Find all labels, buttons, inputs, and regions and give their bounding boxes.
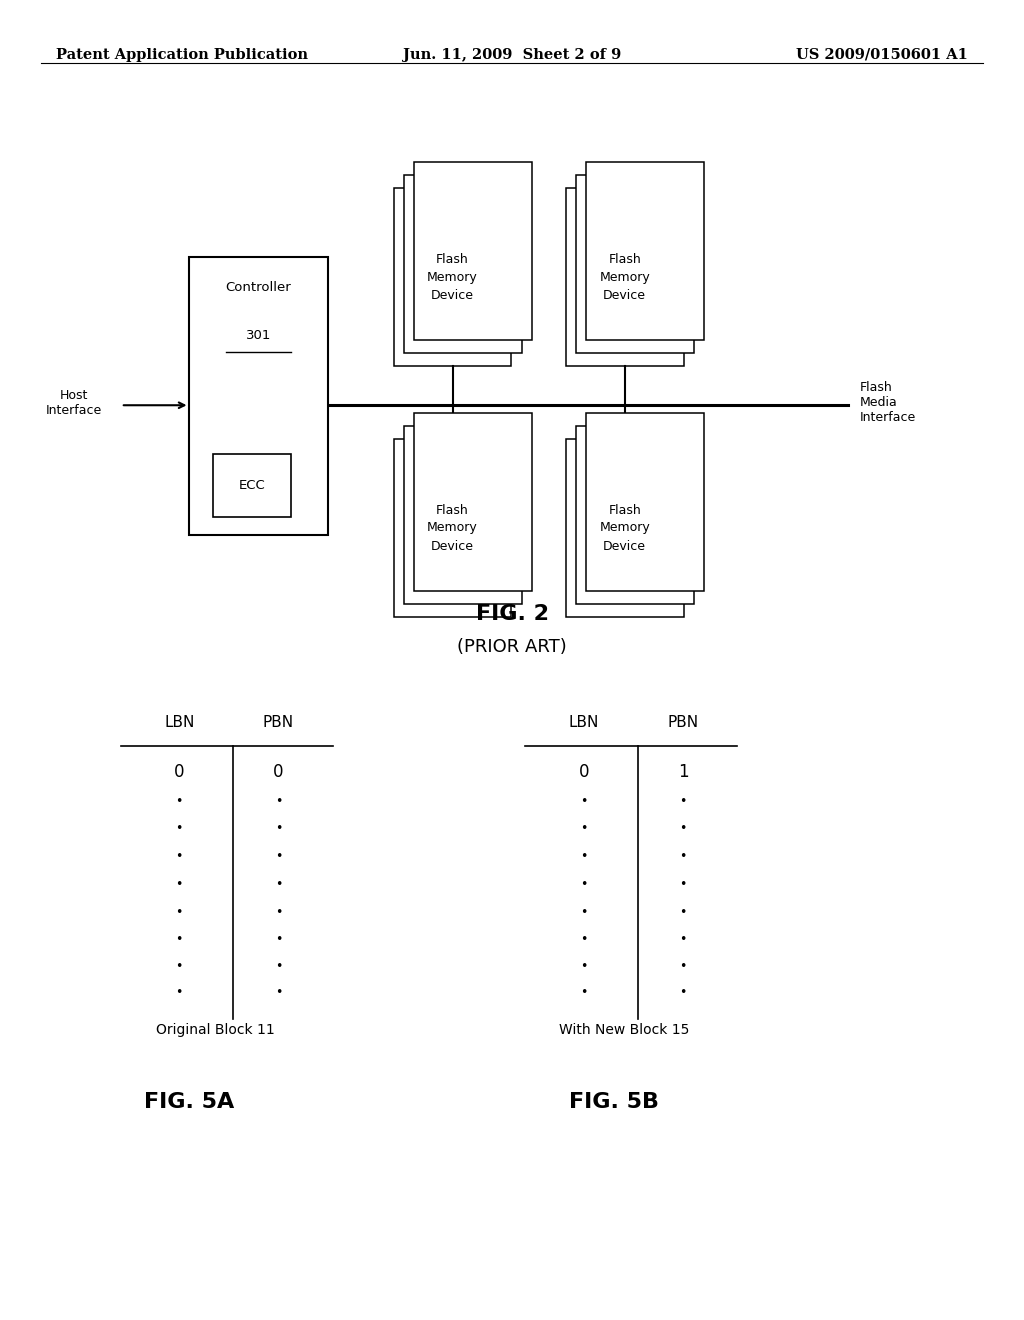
Bar [393,438,512,618]
Text: PBN: PBN [668,715,698,730]
Text: •: • [580,878,588,891]
Text: Jun. 11, 2009  Sheet 2 of 9: Jun. 11, 2009 Sheet 2 of 9 [402,48,622,62]
Text: •: • [274,986,283,999]
Text: •: • [679,850,687,863]
Text: •: • [175,878,183,891]
Bar [213,454,291,517]
Text: PBN: PBN [263,715,294,730]
Text: •: • [175,850,183,863]
Text: LBN: LBN [568,715,599,730]
Text: •: • [175,795,183,808]
Bar [575,425,694,605]
Bar [565,187,684,366]
Text: 0: 0 [273,763,284,781]
Text: •: • [679,960,687,973]
Text: 1: 1 [678,763,688,781]
Text: Patent Application Publication: Patent Application Publication [56,48,308,62]
Text: •: • [274,850,283,863]
Bar [414,412,532,591]
Text: •: • [679,933,687,946]
Text: •: • [679,822,687,836]
Text: •: • [580,933,588,946]
Text: •: • [274,960,283,973]
Bar [414,162,532,339]
Bar [189,257,328,535]
Text: •: • [175,822,183,836]
Text: •: • [580,960,588,973]
Text: •: • [274,795,283,808]
Bar [575,174,694,352]
Text: ECC: ECC [239,479,265,492]
Text: 0: 0 [174,763,184,781]
Text: Flash
Memory
Device: Flash Memory Device [427,503,478,553]
Text: •: • [274,906,283,919]
Text: •: • [679,986,687,999]
Text: (PRIOR ART): (PRIOR ART) [457,638,567,656]
Text: •: • [175,986,183,999]
Text: •: • [274,878,283,891]
Text: Flash
Media
Interface: Flash Media Interface [860,381,916,424]
Bar [586,162,705,339]
Text: FIG. 5A: FIG. 5A [144,1092,234,1113]
Text: •: • [175,906,183,919]
Text: LBN: LBN [164,715,195,730]
Text: 0: 0 [579,763,589,781]
Text: Flash
Memory
Device: Flash Memory Device [427,252,478,302]
Text: •: • [679,878,687,891]
Text: FIG. 5B: FIG. 5B [569,1092,659,1113]
Text: Original Block 11: Original Block 11 [156,1023,274,1036]
Text: •: • [580,906,588,919]
Text: Controller: Controller [225,281,292,294]
Text: •: • [175,960,183,973]
Text: With New Block 15: With New Block 15 [559,1023,690,1036]
Text: •: • [580,850,588,863]
Text: •: • [679,795,687,808]
Text: •: • [274,933,283,946]
Bar [565,438,684,618]
Text: US 2009/0150601 A1: US 2009/0150601 A1 [796,48,968,62]
Text: •: • [679,906,687,919]
Text: Flash
Memory
Device: Flash Memory Device [599,252,650,302]
Text: •: • [274,822,283,836]
Text: 302: 302 [467,425,492,438]
Text: 301: 301 [246,329,271,342]
Bar [403,174,522,352]
Text: FIG. 2: FIG. 2 [475,603,549,624]
Text: •: • [175,933,183,946]
Text: •: • [580,822,588,836]
Text: Host
Interface: Host Interface [46,388,101,417]
Text: Flash
Memory
Device: Flash Memory Device [599,503,650,553]
Bar [586,412,705,591]
Bar [393,187,512,366]
Bar [403,425,522,605]
Text: •: • [580,795,588,808]
Text: •: • [580,986,588,999]
